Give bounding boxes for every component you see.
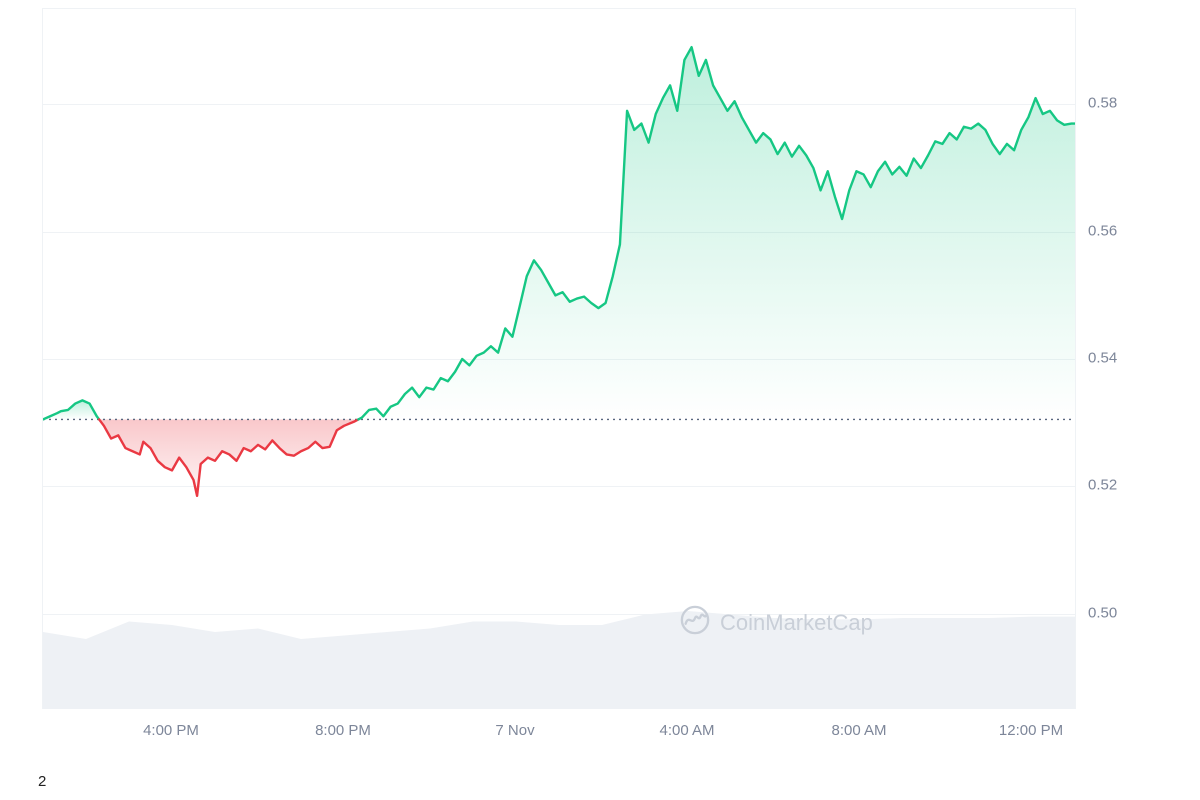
watermark: CoinMarketCap (680, 605, 873, 641)
coinmarketcap-icon (680, 605, 710, 641)
price-chart: 0.50 0.52 0.54 0.56 0.58 4:00 PM 8:00 PM 7 Nov 4… (0, 0, 1200, 800)
x-tick-label: 12:00 PM (999, 722, 1063, 739)
x-tick-label: 8:00 AM (831, 722, 886, 739)
footnote: 2 (38, 773, 46, 790)
y-tick-label: 0.52 (1088, 477, 1117, 494)
area-down (99, 419, 358, 495)
x-tick-label: 7 Nov (495, 722, 534, 739)
x-tick-label: 8:00 PM (315, 722, 371, 739)
plot-area[interactable] (42, 8, 1076, 709)
y-tick-label: 0.54 (1088, 350, 1117, 367)
y-tick-label: 0.58 (1088, 95, 1117, 112)
y-tick-label: 0.56 (1088, 222, 1117, 239)
volume-band (43, 611, 1075, 709)
x-tick-label: 4:00 PM (143, 722, 199, 739)
y-tick-label: 0.50 (1088, 604, 1117, 621)
x-tick-label: 4:00 AM (659, 722, 714, 739)
chart-svg (43, 9, 1075, 709)
watermark-text: CoinMarketCap (720, 610, 873, 636)
